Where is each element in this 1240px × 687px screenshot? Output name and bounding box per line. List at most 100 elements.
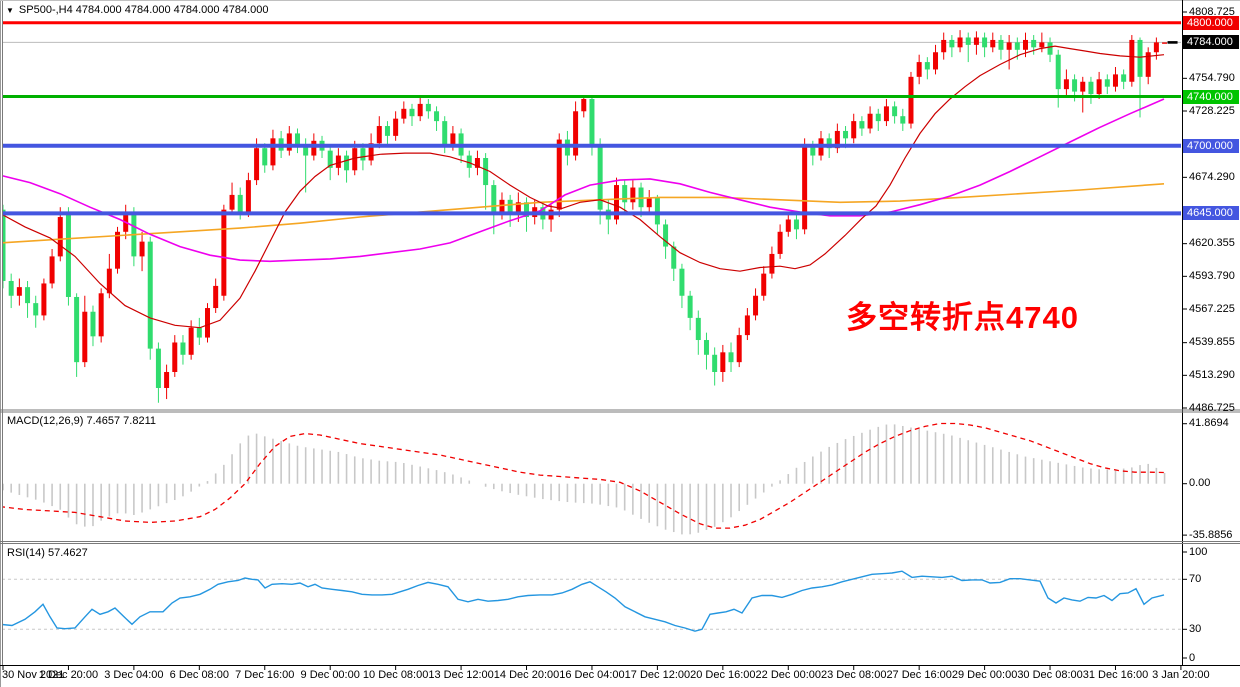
- candle-down: [147, 236, 153, 360]
- candle-down: [33, 295, 39, 328]
- price-tick-label: 4567.225: [1189, 302, 1235, 315]
- candle-down: [1031, 35, 1037, 55]
- candle-up: [172, 335, 178, 377]
- candle-up: [1162, 42, 1168, 44]
- candle-up: [82, 295, 88, 368]
- candle-down: [540, 202, 546, 230]
- candle-down: [564, 130, 570, 166]
- slow-ma: [2, 183, 1165, 244]
- candle-up: [883, 98, 889, 127]
- price-tick-label: 4620.355: [1189, 237, 1235, 250]
- price-tick-label: 4728.225: [1189, 104, 1235, 117]
- time-tick-label: 16 Dec 04:00: [559, 669, 625, 681]
- candle-up: [115, 226, 121, 274]
- rsi-panel[interactable]: [0, 570, 1182, 632]
- pivot-annotation-text[interactable]: 多空转折点4740: [846, 300, 1079, 335]
- candle-up: [221, 204, 227, 301]
- candle-down: [1047, 37, 1053, 63]
- candle-up: [777, 224, 783, 259]
- candle-down: [859, 116, 865, 136]
- price-tick-label: 4674.290: [1189, 170, 1235, 183]
- candle-down: [663, 219, 669, 259]
- candle-up: [57, 207, 63, 262]
- candle-up: [106, 253, 112, 299]
- candle-down: [1104, 74, 1110, 95]
- candle-up: [581, 95, 587, 118]
- time-tick-label: 30 Dec 08:00: [1017, 669, 1083, 681]
- candle-up: [205, 303, 210, 343]
- rsi-axis-label: 100: [1189, 545, 1208, 558]
- candle-down: [327, 145, 333, 181]
- candle-down: [434, 106, 440, 131]
- candle-down: [687, 290, 693, 331]
- candle-down: [793, 214, 799, 240]
- candle-up: [1145, 47, 1151, 85]
- price-badge-4700: 4700.000: [1183, 138, 1239, 153]
- candle-down: [703, 332, 709, 370]
- rsi-axis-label: 70: [1189, 572, 1202, 585]
- price-badge-4645: 4645.000: [1183, 206, 1239, 221]
- candle-up: [1129, 35, 1135, 87]
- candle-down: [466, 150, 472, 178]
- candle-up: [1063, 69, 1069, 97]
- candle-down: [1121, 69, 1127, 90]
- candle-down: [695, 310, 701, 355]
- time-tick-label: 13 Dec 12:00: [428, 669, 494, 681]
- candle-up: [990, 32, 996, 53]
- symbol-dropdown-icon[interactable]: ▼: [6, 5, 14, 15]
- candle-down: [728, 342, 734, 372]
- candle-up: [785, 212, 791, 237]
- candle-down: [8, 273, 14, 309]
- candle-down: [1137, 37, 1143, 118]
- price-tick-label: 4754.790: [1189, 71, 1235, 84]
- price-badge-4800: 4800.000: [1183, 15, 1239, 30]
- candle-up: [933, 44, 939, 75]
- time-tick-label: 10 Dec 08:00: [362, 669, 429, 681]
- candle-up: [98, 288, 104, 343]
- price-badge-4784: 4784.000: [1183, 35, 1239, 50]
- time-tick-label: 1 Dec 20:00: [38, 669, 99, 681]
- rsi-indicator-label: RSI(14) 57.4627: [7, 547, 88, 559]
- price-tick-label: 4539.855: [1189, 336, 1235, 349]
- candle-up: [1112, 67, 1118, 92]
- candle-down: [900, 108, 906, 131]
- chart-title-bar: ▼ SP500-,H4 4784.000 4784.000 4784.000 4…: [6, 4, 268, 16]
- candle-down: [982, 32, 988, 58]
- time-tick-label: 23 Dec 08:00: [821, 669, 887, 681]
- candle-down: [679, 263, 685, 309]
- macd-panel[interactable]: [0, 422, 1166, 535]
- rsi-line: [2, 570, 1165, 632]
- candle-down: [1088, 76, 1094, 104]
- time-tick-label: 6 Dec 08:00: [169, 669, 229, 681]
- price-tick-label: 4808.725: [1189, 5, 1235, 18]
- candle-up: [41, 278, 47, 321]
- candle-down: [74, 293, 80, 377]
- candle-up: [851, 113, 857, 144]
- candle-up: [417, 97, 423, 122]
- macd-axis-label: 0.00: [1189, 477, 1211, 490]
- candle-down: [491, 180, 497, 235]
- candle-up: [646, 189, 652, 215]
- candle-up: [1006, 35, 1012, 70]
- last-price-marker: [1167, 41, 1178, 44]
- candle-up: [834, 123, 840, 154]
- candle-down: [1055, 49, 1061, 108]
- candle-down: [605, 199, 611, 235]
- candle-up: [720, 344, 726, 382]
- candle-down: [998, 35, 1004, 60]
- candle-up: [1096, 71, 1102, 99]
- candle-up: [867, 106, 873, 134]
- candle-down: [924, 57, 930, 80]
- candle-down: [483, 153, 489, 210]
- candle-up: [376, 116, 382, 149]
- candle-down: [965, 32, 971, 63]
- candle-down: [949, 35, 955, 58]
- main-price-panel[interactable]: [0, 21, 1182, 403]
- candle-down: [65, 207, 71, 306]
- candle-up: [744, 308, 750, 341]
- time-tick-label: 7 Dec 16:00: [235, 669, 295, 681]
- time-tick-label: 17 Dec 12:00: [624, 669, 691, 681]
- candle-up: [573, 101, 579, 161]
- time-tick-label: 9 Dec 00:00: [300, 669, 360, 681]
